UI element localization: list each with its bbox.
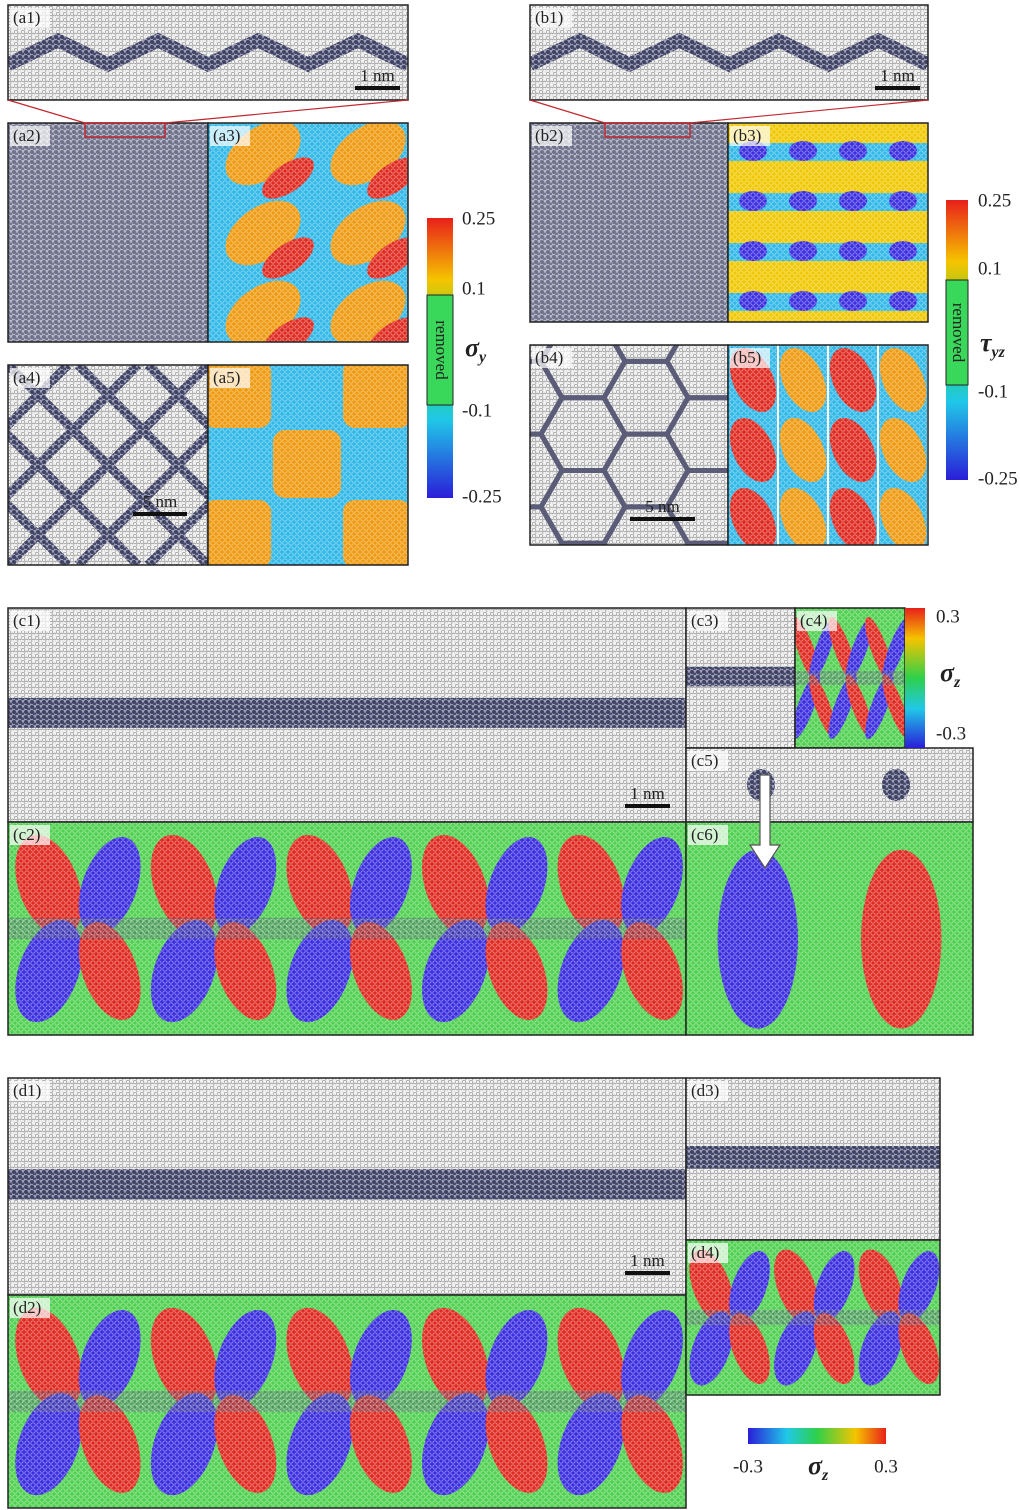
- panel-label: (d2): [13, 1298, 41, 1317]
- colorbar-tick: 0.25: [978, 190, 1011, 211]
- scale-bar-label: 1 nm: [360, 66, 394, 85]
- atom-texture: [8, 1295, 686, 1508]
- panel-label: (b5): [733, 348, 761, 367]
- panel-label: (d3): [691, 1081, 719, 1100]
- panel: [681, 1240, 948, 1395]
- shade: [8, 123, 208, 342]
- panel-label: (a1): [13, 8, 40, 27]
- panel-label: (b2): [535, 126, 563, 145]
- panel: [686, 822, 973, 1035]
- scale-bar-label: 5 nm: [645, 497, 679, 516]
- atom-texture: [208, 123, 408, 342]
- scale-bar-label: 1 nm: [630, 784, 664, 803]
- colorbar-symbol: τyz: [980, 328, 1006, 361]
- subscript: z: [821, 1467, 829, 1484]
- colorbar-symbol: σz: [940, 658, 961, 691]
- colorbar-tick: 0.1: [462, 278, 486, 299]
- shade: [530, 123, 728, 322]
- colorbar-tick: -0.25: [978, 468, 1018, 489]
- symbol: σ: [940, 658, 955, 687]
- atom-texture: [686, 1240, 940, 1395]
- panel: [686, 748, 973, 822]
- panel: [530, 123, 728, 322]
- panel: [2, 822, 695, 1035]
- removed-label: removed: [949, 303, 968, 363]
- figure: (a1) (a2) (a3) (a4) (a5) (b1) (b2) (b3) (b4) (b5)…: [0, 0, 1020, 1510]
- panel-label: (b3): [733, 126, 761, 145]
- dislocation-core: [8, 698, 686, 728]
- colorbar: [748, 1428, 886, 1444]
- dislocation-core: [686, 1146, 940, 1169]
- panel-label: (a5): [213, 368, 240, 387]
- colorbar-tick: -0.1: [978, 381, 1008, 402]
- panel-label: (b4): [535, 348, 563, 367]
- subscript: z: [953, 674, 961, 691]
- panel-label: (c5): [691, 751, 718, 770]
- scale-bar-label: 5 nm: [143, 492, 177, 511]
- panel-label: (d1): [13, 1081, 41, 1100]
- colorbar-tick: -0.25: [462, 486, 502, 507]
- panel: [686, 1078, 940, 1240]
- zoom-lines: [8, 100, 408, 123]
- colorbar-symbol: σz: [808, 1451, 829, 1484]
- dislocation-hex: [667, 543, 751, 616]
- panel-label: (c6): [691, 825, 718, 844]
- panel: [8, 608, 686, 822]
- panel: [728, 123, 928, 322]
- colorbar-tick: -0.1: [462, 400, 492, 421]
- scale-bar-label: 1 nm: [880, 66, 914, 85]
- panel-label: (c4): [800, 611, 827, 630]
- symbol: σ: [465, 333, 480, 362]
- atom-texture: [728, 123, 928, 322]
- panel-label: (b1): [535, 8, 563, 27]
- panel: [208, 108, 426, 367]
- panel-label: (c2): [13, 825, 40, 844]
- panel: [2, 1295, 695, 1508]
- panel-label: (a4): [13, 368, 40, 387]
- panel: [721, 341, 936, 560]
- panel-label: (d4): [691, 1243, 719, 1262]
- colorbar-tick: -0.3: [936, 723, 966, 744]
- colorbar-tick: 0.3: [936, 606, 960, 627]
- atom-texture: [8, 822, 686, 1035]
- panel-label: (a3): [213, 126, 240, 145]
- background: [686, 748, 973, 822]
- atom-texture: [686, 822, 973, 1035]
- subscript: y: [477, 349, 487, 366]
- panel: [203, 360, 411, 568]
- panel: [530, 5, 928, 100]
- stress-region: [882, 769, 910, 801]
- panel-label: (c1): [13, 611, 40, 630]
- symbol: σ: [808, 1451, 823, 1480]
- removed-label: removed: [432, 320, 451, 380]
- atom-texture: [728, 345, 928, 545]
- colorbar-tick: 0.3: [874, 1456, 898, 1477]
- zoom-lines: [530, 100, 928, 123]
- panel-label: (c3): [691, 611, 718, 630]
- panels: (a1) (a2) (a3) (a4) (a5) (b1) (b2) (b3) (b4) (b5)…: [0, 5, 1018, 1508]
- subscript: yz: [990, 344, 1006, 361]
- panel: [8, 123, 208, 342]
- panel: [8, 5, 408, 100]
- dislocation-hex: [541, 543, 625, 616]
- colorbar-tick: 0.25: [462, 208, 495, 229]
- panel-label: (a2): [13, 126, 40, 145]
- background: [530, 345, 728, 545]
- colorbar-tick: 0.1: [978, 258, 1002, 279]
- colorbar-tick: -0.3: [733, 1456, 763, 1477]
- atom-texture: [208, 365, 408, 565]
- dislocation-core: [8, 1169, 686, 1199]
- panel: [8, 1078, 686, 1295]
- scale-bar-label: 1 nm: [630, 1251, 664, 1270]
- dislocation-core: [686, 667, 795, 687]
- colorbar: [905, 608, 925, 748]
- colorbar-symbol: σy: [465, 333, 487, 366]
